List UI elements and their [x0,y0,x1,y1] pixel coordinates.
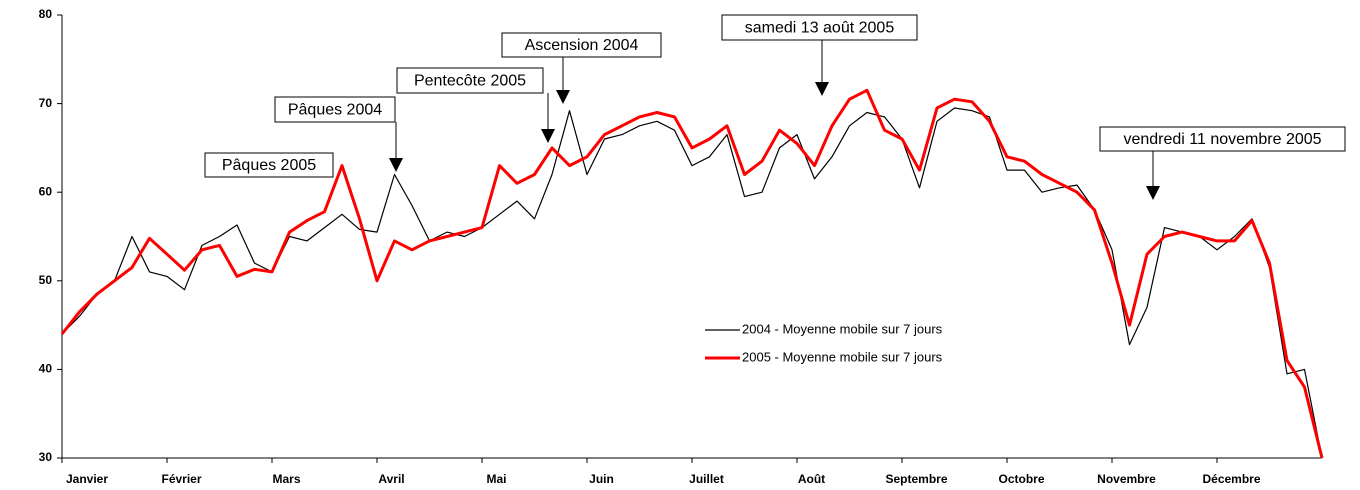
annotation-box [501,32,662,58]
annotation-box [204,152,334,178]
x-tick-label: Octobre [998,472,1044,486]
x-tick-label: Janvier [66,472,108,486]
annotation-box [721,14,918,41]
y-tick-label: 40 [39,362,53,376]
x-tick-label: Mars [272,472,300,486]
x-tick-label: Juin [589,472,614,486]
x-tick-label: Août [798,472,825,486]
legend-label: 2005 - Moyenne mobile sur 7 jours [742,349,943,364]
annotation: samedi 13 août 2005 [745,20,895,37]
annotation: Ascension 2004 [525,37,639,54]
line-series [60,88,1324,459]
annotation-box [1099,126,1346,152]
y-tick-label: 30 [39,450,53,464]
y-tick-label: 60 [39,184,53,198]
x-tick-label: Novembre [1097,472,1156,486]
annotation: Pâques 2004 [288,102,382,119]
annotation-arrowhead [556,90,570,104]
y-tick-label: 50 [39,273,53,287]
x-tick-label: Avril [378,472,404,486]
x-tick-label: Février [161,472,201,486]
y-tick-label: 80 [39,7,53,21]
x-tick-label: Septembre [885,472,947,486]
annotation-arrowhead [1146,186,1160,200]
x-tick-label: Décembre [1202,472,1260,486]
annotation-box [274,96,396,123]
x-tick-label: Juillet [689,472,724,486]
annotation: Pentecôte 2005 [414,73,526,90]
annotation: Pâques 2005 [222,157,316,174]
x-tick-label: Mai [486,472,506,486]
y-tick-label: 70 [39,96,53,110]
annotation: vendredi 11 novembre 2005 [1123,131,1321,148]
annotation-arrowhead [389,158,403,172]
annotation-arrowhead [541,129,555,143]
annotation-arrowhead [815,82,829,96]
annotation-box [396,67,544,94]
legend-label: 2004 - Moyenne mobile sur 7 jours [742,321,943,336]
